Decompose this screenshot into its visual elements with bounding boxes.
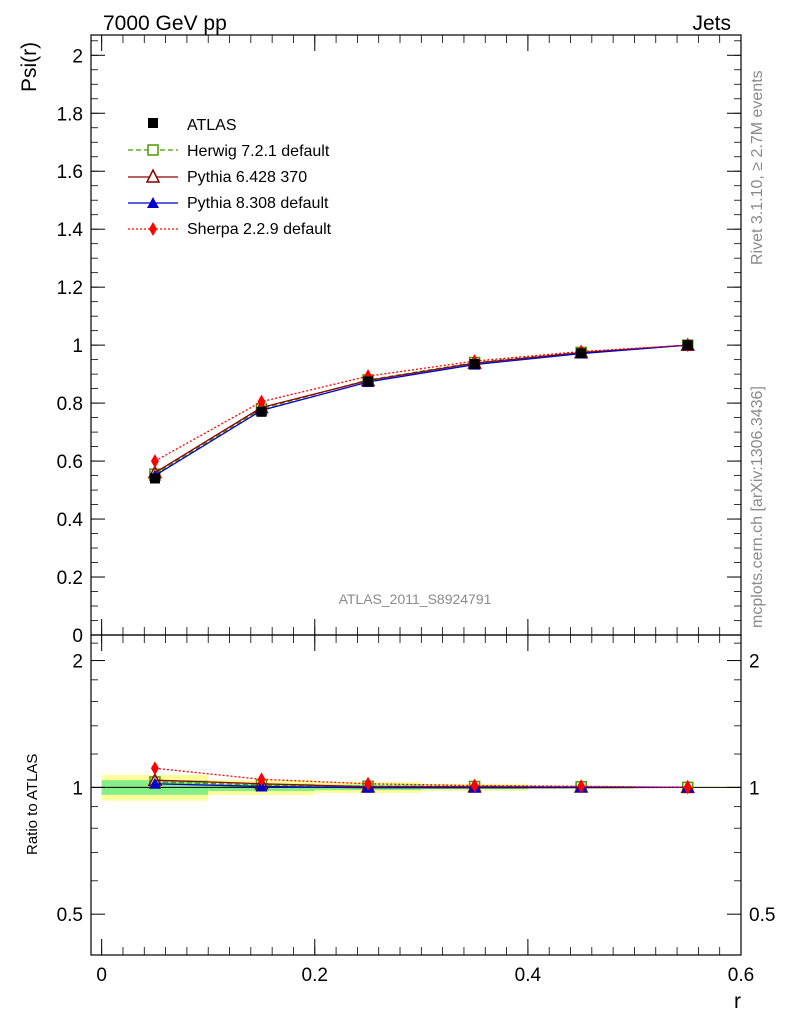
legend-atlas-label: ATLAS: [187, 117, 237, 134]
main-line-sherpa: [154, 344, 688, 462]
main-y-tick-label: 0.2: [57, 568, 83, 589]
main-line-pythia8: [154, 344, 688, 477]
main-y-tick-label: 1.8: [57, 104, 83, 125]
legend-sherpa-label: Sherpa 2.2.9 default: [187, 221, 332, 238]
legend-pythia6: Pythia 6.428 370: [128, 168, 307, 186]
main-y-tick-label: 0.8: [57, 394, 83, 415]
main-y-tick-label: 1.2: [57, 278, 83, 299]
ratio-point-sherpa: [683, 780, 692, 795]
main-series-herwig: [149, 339, 694, 480]
ratio-y-tick-label: 2: [72, 652, 83, 673]
legend-pythia8-marker: [147, 197, 159, 208]
legend-pythia6-label: Pythia 6.428 370: [187, 169, 307, 186]
ratio-ylabel: Ratio to ATLAS: [24, 754, 41, 855]
main-y-tick-label: 1.6: [57, 162, 83, 183]
header-right: Jets: [692, 12, 731, 35]
main-series-pythia8: [148, 339, 694, 481]
ratio-point-sherpa: [470, 778, 479, 793]
x-tick-label: 0: [96, 965, 107, 986]
legend-pythia8: Pythia 8.308 default: [128, 195, 329, 212]
ratio-point-sherpa: [150, 761, 159, 776]
legend-pythia6-marker: [145, 168, 161, 183]
ratio-line-pythia8: [154, 783, 688, 789]
main-y-tick-label: 0.4: [57, 510, 84, 531]
ratio-y-tick-label-right: 2: [749, 652, 760, 673]
ratio-y-tick-label-right: 0.5: [749, 905, 775, 926]
ratio-y-tick-label-right: 1: [749, 778, 760, 799]
x-tick-label: 0.2: [302, 965, 328, 986]
x-axis-label: r: [734, 990, 741, 1013]
main-line-pythia6: [154, 344, 688, 474]
main-y-tick-label: 0: [72, 626, 83, 647]
ratio-panel: 0.5 0.5 1 1 2 2 0 0.2 0.4 0.6 Ratio to ATLAS r: [24, 634, 775, 1013]
legend-sherpa-marker: [149, 222, 157, 236]
main-point-atlas: [149, 473, 160, 484]
main-point-atlas: [256, 406, 267, 417]
main-y-tick-label: 1: [72, 336, 83, 357]
main-point-atlas: [576, 348, 587, 359]
main-series-sherpa: [150, 338, 692, 469]
header-left: 7000 GeV pp: [103, 12, 227, 35]
legend-atlas-marker: [148, 118, 158, 128]
rivet-label: Rivet 3.1.10, ≥ 2.7M events: [749, 70, 766, 265]
mcplots-label: mcplots.cern.ch [arXiv:1306.3436]: [749, 386, 766, 628]
main-point-atlas: [469, 358, 480, 369]
legend-herwig: Herwig 7.2.1 default: [128, 143, 330, 160]
main-y-tick-label: 2: [72, 46, 83, 67]
ratio-point-sherpa: [577, 779, 586, 794]
ratio-point-sherpa: [257, 772, 266, 787]
legend-herwig-label: Herwig 7.2.1 default: [187, 143, 330, 160]
main-point-atlas: [682, 340, 693, 351]
main-point-sherpa: [257, 394, 266, 409]
ratio-line-sherpa: [154, 767, 688, 789]
main-series-atlas: [149, 340, 693, 484]
legend-pythia8-label: Pythia 8.308 default: [187, 195, 329, 212]
legend-sherpa: Sherpa 2.2.9 default: [128, 221, 332, 238]
main-series-pythia6: [147, 337, 695, 479]
main-panel: 0 0.2 0.4 0.6 0.8 1 1.2 1.4 1.6 1.8 2 ATLAS_2011_S…: [18, 34, 742, 647]
main-line-herwig: [154, 344, 688, 475]
ratio-frame: [90, 634, 742, 956]
ratio-y-tick-label: 1: [72, 778, 83, 799]
x-tick-label: 0.6: [728, 965, 754, 986]
legend-atlas: ATLAS: [148, 117, 237, 134]
main-y-tick-label: 0.6: [57, 452, 83, 473]
legend: ATLAS Herwig 7.2.1 default Pythia 6.428 …: [128, 117, 332, 238]
analysis-id: ATLAS_2011_S8924791: [339, 591, 492, 607]
legend-herwig-marker: [147, 144, 159, 156]
main-y-tick-label: 1.4: [57, 220, 84, 241]
ratio-series-sherpa: [150, 761, 692, 795]
ratio-point-pythia8: [148, 777, 161, 789]
ratio-y-tick-label: 0.5: [57, 905, 83, 926]
main-point-sherpa: [150, 454, 159, 469]
ratio-point-sherpa: [364, 776, 373, 791]
main-point-atlas: [363, 376, 374, 387]
main-ylabel: Psi(r): [18, 42, 41, 92]
x-tick-label: 0.4: [515, 965, 542, 986]
